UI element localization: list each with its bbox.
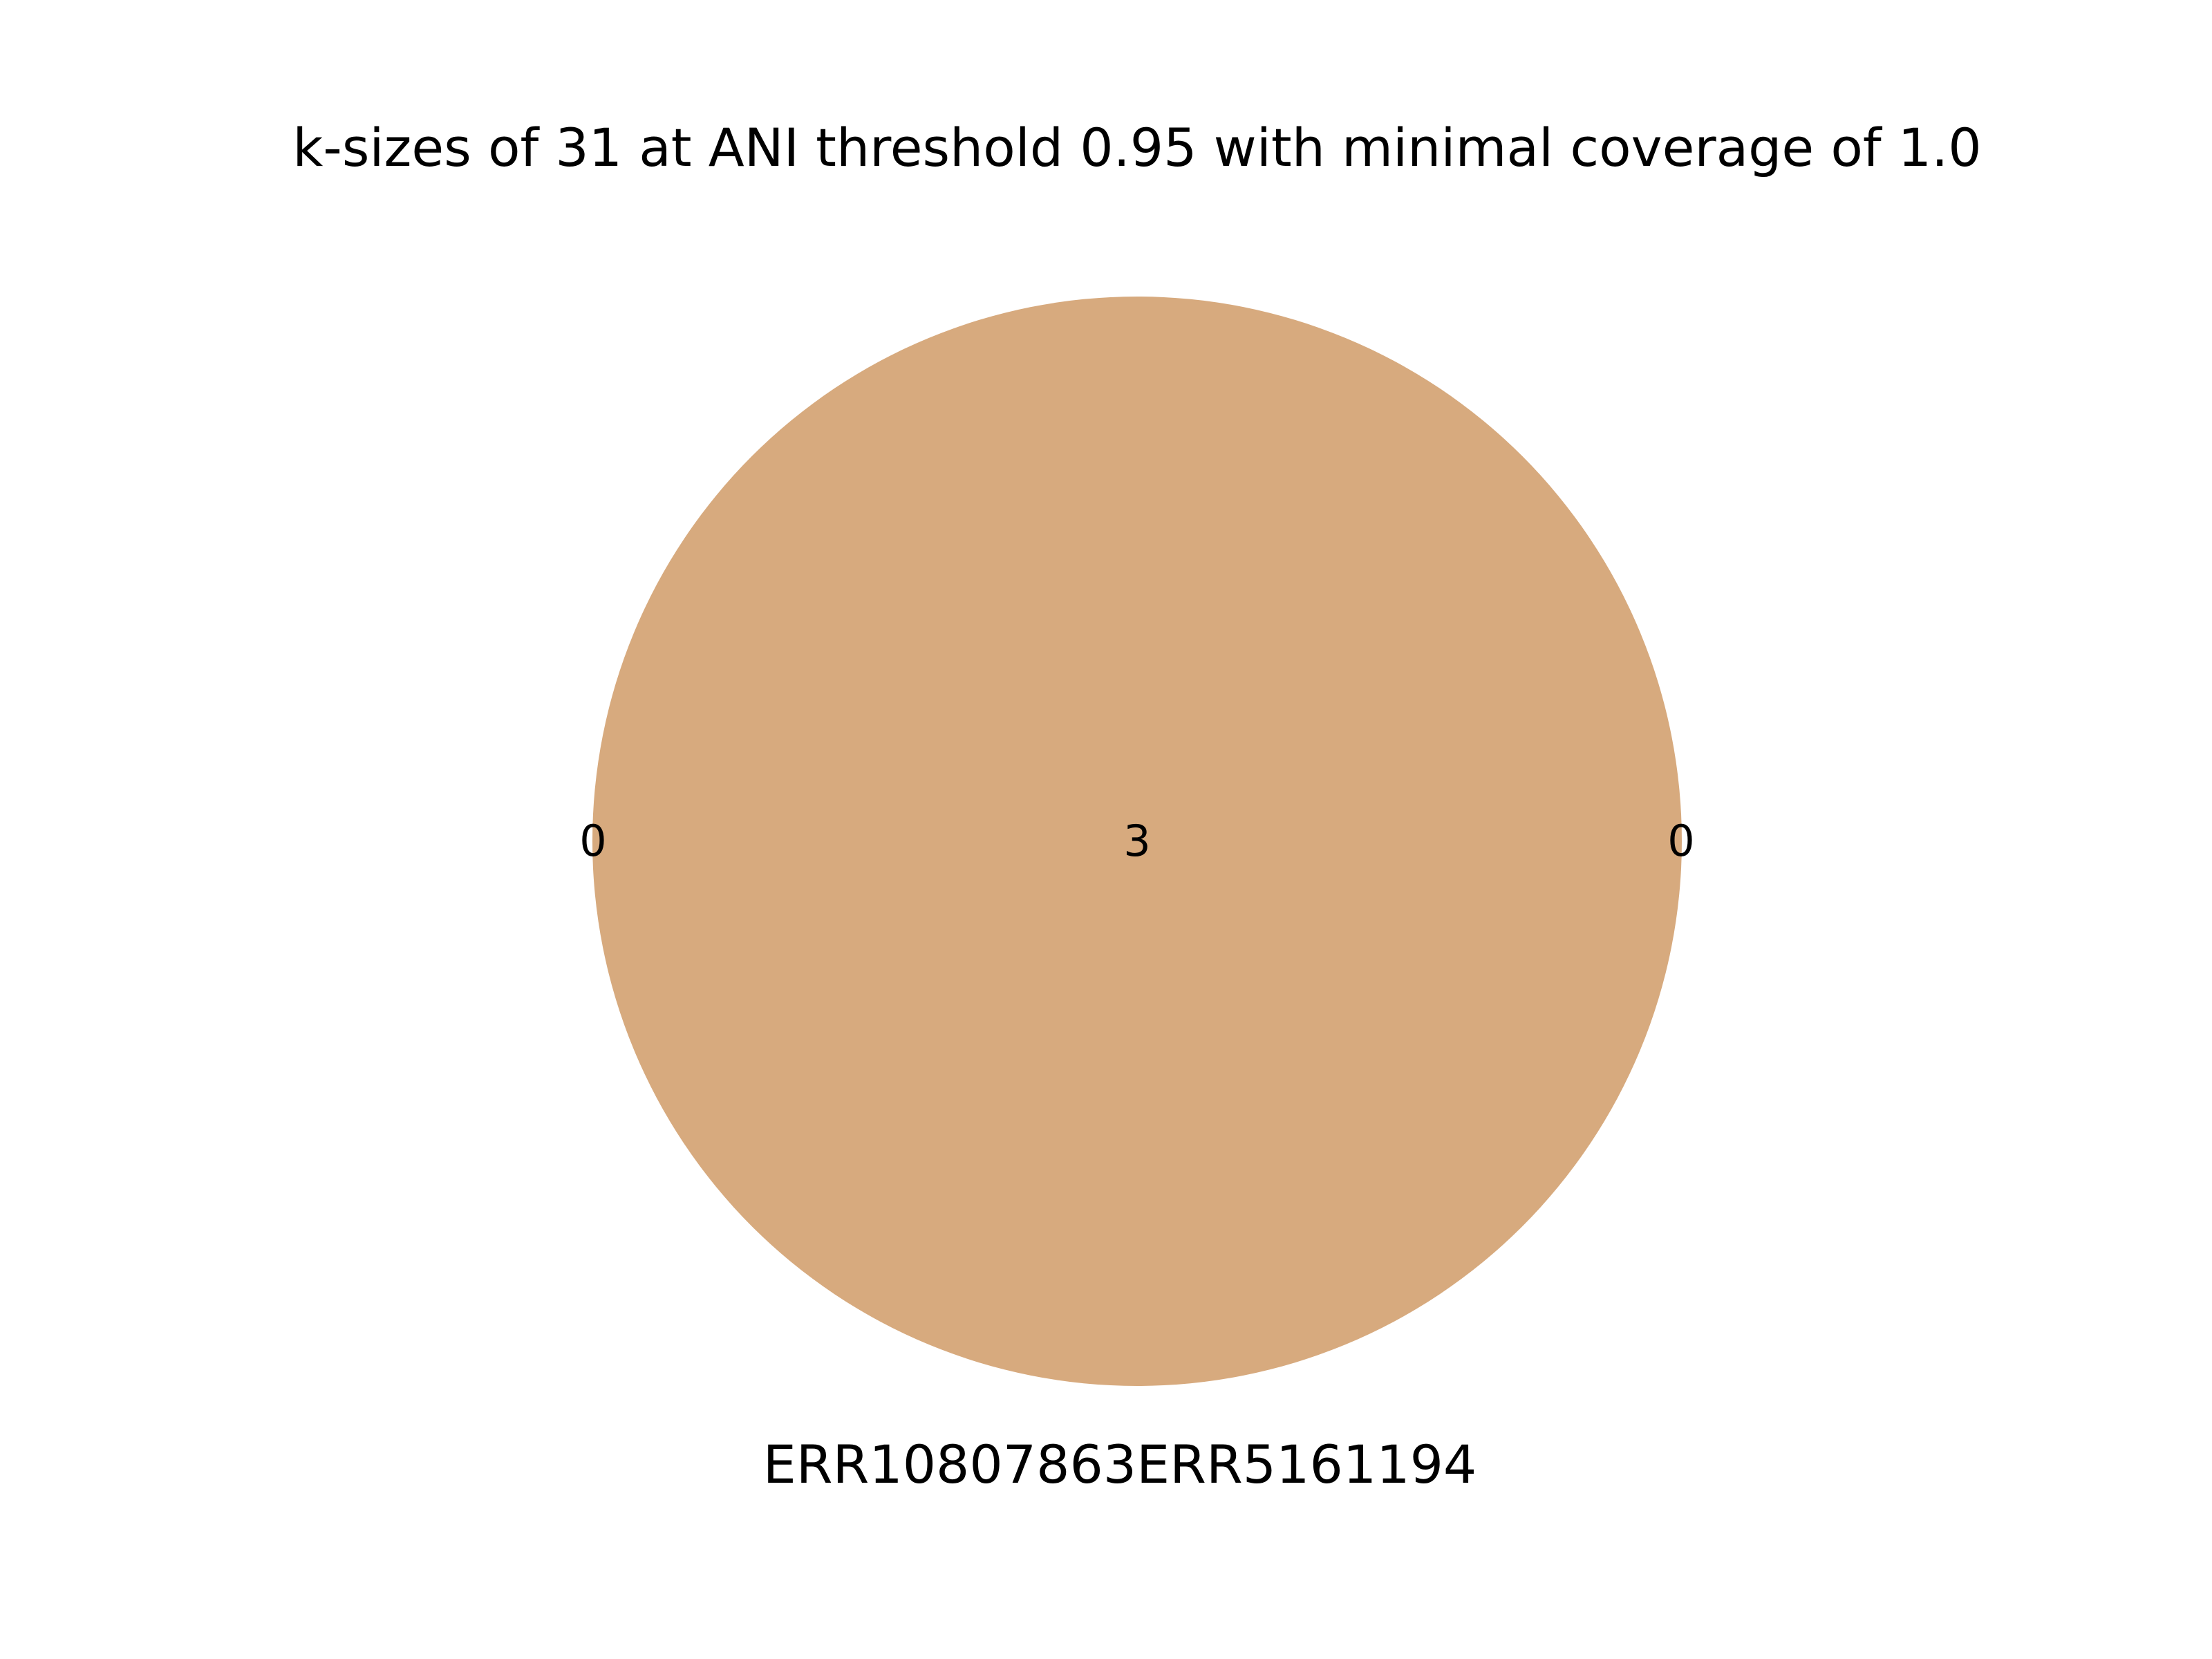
figure-title: k-sizes of 31 at ANI threshold 0.95 with… bbox=[292, 117, 1981, 178]
region-right-only-count: 0 bbox=[1667, 816, 1694, 866]
region-left-only-count: 0 bbox=[579, 816, 606, 866]
venn-overlap-circle bbox=[592, 297, 1682, 1386]
set-label: ERR10807863ERR5161194 bbox=[763, 1434, 1477, 1495]
region-intersection-count: 3 bbox=[1123, 816, 1150, 866]
